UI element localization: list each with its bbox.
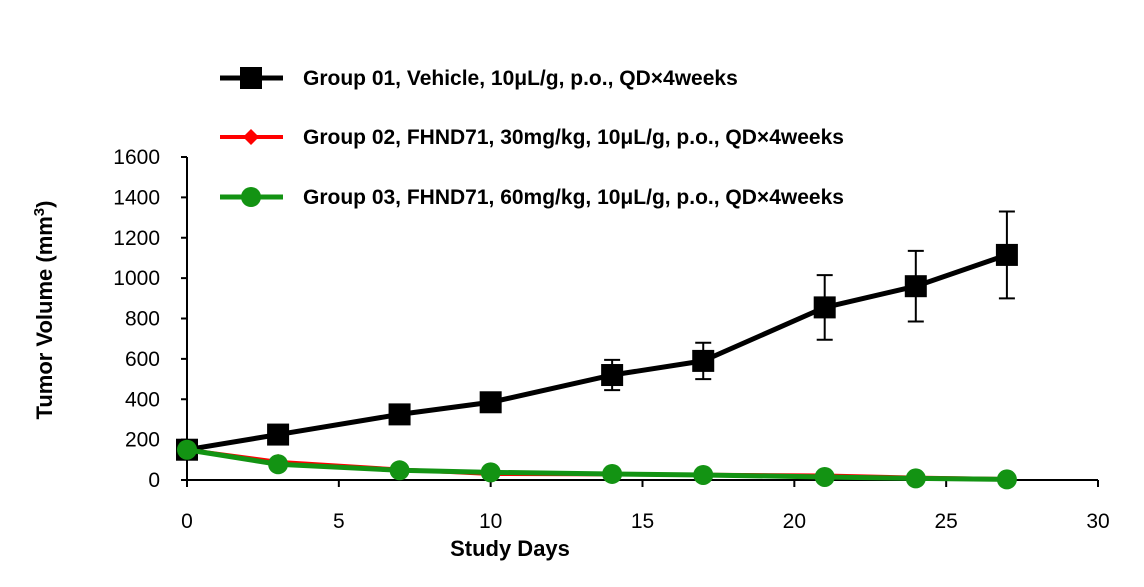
x-tick-label: 25 [934,510,957,533]
data-point-square [479,391,502,414]
axes: 0 200 400 600 800 1000 1200 1400 1600 0 5 10 15 20 25 3… [113,146,1109,533]
x-tick-label: 10 [479,510,502,533]
x-tick-label: 15 [631,510,654,533]
legend-label: Group 02, FHND71, 30mg/kg, 10μL/g, p.o.,… [303,126,844,149]
data-point-circle [905,468,926,489]
legend-entry-3: Group 03, FHND71, 60mg/kg, 10μL/g, p.o.,… [220,186,844,209]
y-axis-title-end: ) [32,201,57,208]
series-line-1 [186,252,1008,453]
y-tick-label: 1400 [113,186,160,209]
data-point-circle [693,464,714,485]
x-axis-title: Study Days [450,536,570,561]
y-tick-label: 600 [125,348,160,371]
legend-swatch-marker [243,129,259,145]
data-point-square [813,296,836,319]
data-point-square [267,423,290,446]
x-tick-label: 30 [1086,510,1109,533]
data-point-square [904,275,927,298]
y-tick-label: 1000 [113,267,160,290]
data-point-circle [814,466,835,487]
data-point-circle [177,439,197,460]
x-tick-label: 20 [783,510,806,533]
y-tick-label: 0 [148,469,160,492]
data-point-square [995,243,1018,266]
data-point-circle [480,462,501,483]
legend-entry-2: Group 02, FHND71, 30mg/kg, 10μL/g, p.o.,… [220,126,844,149]
data-point-circle [389,460,410,481]
legend-label: Group 01, Vehicle, 10μL/g, p.o., QD×4wee… [303,67,738,90]
data-point-circle [268,454,289,475]
data-point-square [388,403,411,426]
x-tick-label: 0 [181,510,193,533]
legend-swatch-marker [240,67,262,89]
legend: Group 01, Vehicle, 10μL/g, p.o., QD×4wee… [220,67,844,209]
y-tick-label: 1600 [113,146,160,169]
y-axis-title-main: Tumor Volume (mm [32,216,57,419]
y-tick-label: 200 [125,429,160,452]
data-point-square [692,349,715,372]
series-layer [176,210,1018,490]
y-axis-title: Tumor Volume (mm3) [31,201,57,420]
y-tick-label: 800 [125,308,160,331]
series-group-1 [176,210,1018,461]
data-point-circle [996,469,1017,490]
legend-label: Group 03, FHND71, 60mg/kg, 10μL/g, p.o.,… [303,186,844,209]
legend-entry-1: Group 01, Vehicle, 10μL/g, p.o., QD×4wee… [220,67,738,90]
x-tick-label: 5 [333,510,345,533]
y-axis-title-superscript: 3 [31,208,48,216]
series-group-3 [177,439,1017,490]
y-tick-label: 1200 [113,227,160,250]
data-point-circle [602,463,623,484]
legend-swatch-marker [241,187,261,207]
data-point-square [601,364,624,387]
y-tick-label: 400 [125,388,160,411]
